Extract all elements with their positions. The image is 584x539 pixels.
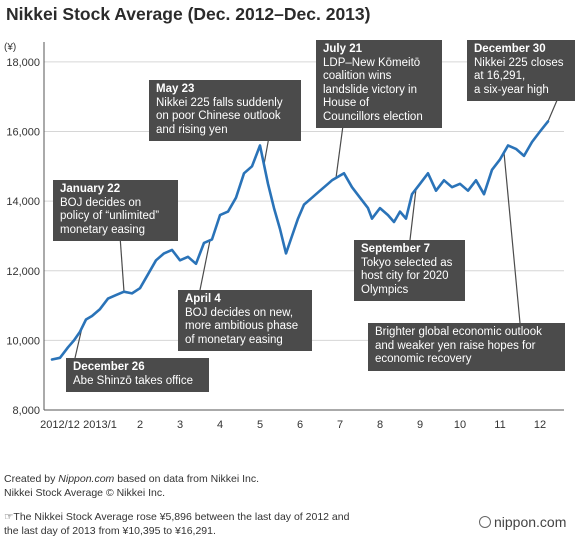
x-tick-label: 3	[177, 419, 183, 431]
annotation-december-30: December 30 Nikkei 225 closes at 16,291,…	[467, 40, 575, 101]
credit-suffix: based on data from Nikkei Inc.	[114, 473, 260, 485]
y-tick-label: 18,000	[6, 57, 40, 69]
annotation-text: Tokyo selected as host city for 2020 Oly…	[361, 256, 453, 296]
y-tick-label: 16,000	[6, 127, 40, 139]
leader-line	[199, 240, 211, 291]
annotation-date: December 26	[73, 361, 145, 373]
y-tick-label: 14,000	[6, 196, 40, 208]
leader-line	[119, 235, 125, 292]
annotation-date: April 4	[185, 293, 221, 305]
circle-logo-icon	[479, 516, 491, 528]
credit-prefix: Created by	[4, 473, 59, 485]
annotation-july-21: July 21 LDP–New Kōmeitō coalition wins l…	[316, 40, 442, 128]
credit-line: Created by Nippon.com based on data from…	[4, 473, 259, 485]
annotation-september-7: September 7 Tokyo selected as host city …	[354, 240, 465, 301]
x-tick-label: 5	[257, 419, 263, 431]
x-tick-labels: 2012/12 2013/1 2 3 4 5 6 7 8 9 10 11 12	[40, 419, 546, 431]
x-tick-label: 2	[137, 419, 143, 431]
y-tick-label: 8,000	[12, 405, 40, 417]
x-tick-label: 12	[534, 419, 546, 431]
annotation-text: Nikkei 225 falls suddenly on poor Chines…	[156, 96, 283, 136]
axes	[43, 42, 564, 411]
annotation-date: September 7	[361, 243, 431, 255]
x-tick-label: 9	[417, 419, 423, 431]
annotation-date: May 23	[156, 83, 195, 95]
annotation-text: LDP–New Kōmeitō coalition wins landslide…	[323, 56, 423, 123]
leader-line	[409, 188, 417, 241]
y-tick-label: 12,000	[6, 266, 40, 278]
annotation-january-22: January 22 BOJ decides on policy of “unl…	[53, 180, 178, 241]
x-tick-label: 2013/1	[83, 419, 117, 431]
annotation-april-4: April 4 BOJ decides on new, more ambitio…	[178, 290, 312, 351]
nippon-logo: nippon.com	[479, 514, 566, 530]
line-chart: 8,000 10,000 12,000 14,000 16,000 18,000 2012…	[4, 42, 564, 431]
annotation-date: July 21	[323, 43, 362, 55]
annotation-text: Brighter global economic outlook and wea…	[375, 326, 542, 365]
credit-site: Nippon.com	[58, 473, 115, 485]
x-tick-label: 10	[454, 419, 466, 431]
x-tick-label: 4	[217, 419, 223, 431]
annotation-text: BOJ decides on policy of “unlimited” mon…	[60, 196, 160, 236]
annotation-text: Abe Shinzō takes office	[73, 374, 193, 387]
x-tick-label: 8	[377, 419, 383, 431]
y-tick-labels: 8,000 10,000 12,000 14,000 16,000 18,000	[6, 57, 40, 417]
leader-line	[547, 97, 559, 122]
x-tick-label: 2012/12	[40, 419, 80, 431]
y-axis-label: (¥)	[4, 42, 16, 53]
logo-text: nippon.com	[494, 514, 567, 530]
x-tick-label: 11	[494, 419, 505, 431]
x-tick-label: 6	[297, 419, 303, 431]
series-line	[50, 120, 550, 361]
annotation-date: January 22	[60, 183, 121, 195]
annotation-may-23: May 23 Nikkei 225 falls suddenly on poor…	[149, 80, 301, 141]
leader-line	[503, 152, 521, 324]
chart-title: Nikkei Stock Average (Dec. 2012–Dec. 201…	[6, 4, 371, 24]
copyright-line: Nikkei Stock Average © Nikkei Inc.	[4, 487, 166, 499]
annotation-december-26: December 26 Abe Shinzō takes office	[66, 358, 209, 392]
series-lines	[50, 120, 550, 361]
note-line-1: ☞The Nikkei Stock Average rose ¥5,896 be…	[4, 511, 350, 523]
annotation-date: December 30	[474, 43, 546, 55]
y-tick-label: 10,000	[6, 335, 40, 347]
annotation-text: BOJ decides on new, more ambitious phase…	[185, 306, 299, 346]
annotation-text: Nikkei 225 closes at 16,291, a six-year …	[474, 56, 564, 96]
annotation-recovery: Brighter global economic outlook and wea…	[368, 323, 565, 371]
x-tick-label: 7	[337, 419, 343, 431]
note-line-2: the last day of 2013 from ¥10,395 to ¥16…	[4, 525, 216, 537]
